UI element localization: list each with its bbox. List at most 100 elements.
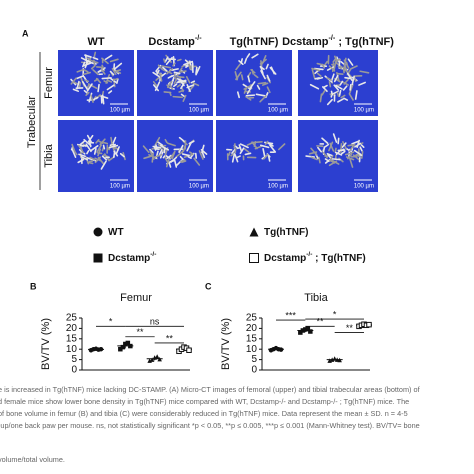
trabecula	[153, 153, 163, 158]
legend-label-text: Tg(hTNF)	[264, 227, 308, 238]
trabecula	[81, 80, 88, 90]
trabecula	[344, 65, 348, 72]
trabecula	[101, 155, 108, 161]
trabecula	[243, 84, 252, 90]
group-label: Trabecular	[26, 96, 38, 149]
trabecula	[340, 94, 346, 99]
trabecula	[250, 68, 256, 74]
trabecula	[348, 143, 355, 152]
legend-label-text: Dcstamp	[264, 253, 306, 264]
legend-label: Tg(hTNF)	[264, 227, 308, 238]
trabecula	[84, 54, 88, 65]
trabecula	[101, 77, 112, 80]
trabecula	[259, 95, 267, 103]
legend-label-sup: -/-	[150, 251, 156, 258]
trabecula	[319, 93, 323, 103]
trabecula	[83, 68, 89, 73]
chart-title: Femur	[120, 292, 152, 304]
trabecula	[93, 147, 97, 155]
panel-label: B	[30, 281, 37, 291]
trabecula	[328, 141, 334, 152]
trabecula	[163, 58, 166, 63]
trabecula	[78, 144, 85, 154]
trabecula	[318, 156, 321, 164]
row-label: Femur	[43, 67, 55, 99]
trabecula	[346, 72, 353, 82]
trabecula	[337, 65, 342, 70]
micro-ct-image: 100 µm	[298, 50, 378, 116]
trabecula	[326, 98, 333, 106]
trabecula	[84, 59, 89, 69]
trabecula	[168, 161, 172, 168]
trabecula	[111, 136, 117, 146]
trabecula	[85, 91, 90, 96]
scale-bar-label: 100 µm	[110, 108, 130, 114]
trabecula	[78, 153, 86, 158]
trabecula	[173, 77, 178, 85]
trabecula	[186, 142, 192, 152]
caption-line: e is increased in Tg(hTNF) mice lacking …	[0, 385, 421, 394]
trabecula	[347, 58, 354, 66]
trabecula	[97, 68, 105, 73]
trabecula	[231, 153, 236, 163]
trabecula	[244, 152, 252, 156]
trabecula	[262, 55, 267, 62]
trabecula	[354, 142, 362, 148]
trabecula	[337, 137, 340, 145]
trabecula	[243, 148, 250, 154]
trabecula	[163, 91, 172, 94]
micro-ct-image: 100 µm	[58, 50, 134, 116]
trabecula	[90, 145, 99, 152]
micro-ct-image: 100 µm	[216, 50, 292, 116]
trabecula	[100, 66, 104, 72]
significance-label: **	[346, 323, 354, 333]
trabecula	[231, 148, 236, 154]
trabecula	[352, 154, 360, 161]
trabecula	[96, 144, 103, 153]
trabecula	[72, 88, 80, 92]
trabecula	[259, 58, 267, 65]
trabecula	[157, 141, 164, 146]
trabecula	[176, 58, 182, 62]
trabecula	[309, 83, 320, 90]
trabecula	[234, 153, 239, 163]
trabecula	[87, 134, 94, 143]
trabecula	[166, 68, 174, 75]
trabecula	[70, 77, 77, 85]
trabecula	[269, 144, 277, 153]
column-header-suffix: ; Tg(hTNF)	[335, 36, 394, 48]
trabecula	[178, 89, 185, 93]
trabecula	[86, 57, 92, 61]
trabecula	[245, 94, 256, 97]
y-tick-label: 5	[251, 354, 257, 365]
trabecula	[92, 56, 99, 61]
significance-label: ***	[285, 310, 296, 320]
trabecula	[180, 93, 185, 98]
column-header-text: Dcstamp	[282, 36, 329, 48]
trabecula	[230, 151, 237, 157]
row-label: Tibia	[43, 143, 55, 167]
trabecula	[240, 58, 244, 64]
trabecula	[201, 151, 206, 159]
trabecula	[327, 153, 332, 159]
data-point	[98, 346, 104, 352]
trabecula	[102, 141, 109, 145]
trabecula	[263, 153, 269, 160]
trabecula	[85, 143, 92, 153]
trabecula	[179, 70, 187, 73]
trabecula	[239, 143, 249, 149]
trabecula	[158, 149, 163, 156]
trabecula	[337, 98, 344, 103]
trabecula	[340, 150, 346, 155]
chart-title: Tibia	[304, 292, 328, 304]
data-point	[125, 340, 131, 346]
trabecula	[169, 84, 174, 90]
trabecula	[267, 155, 271, 162]
trabecula	[246, 53, 251, 59]
trabecula	[180, 158, 186, 163]
trabecula	[316, 76, 324, 80]
trabecula	[90, 94, 94, 103]
trabecula	[347, 143, 355, 147]
trabecula	[343, 97, 349, 101]
trabecula	[227, 151, 231, 157]
